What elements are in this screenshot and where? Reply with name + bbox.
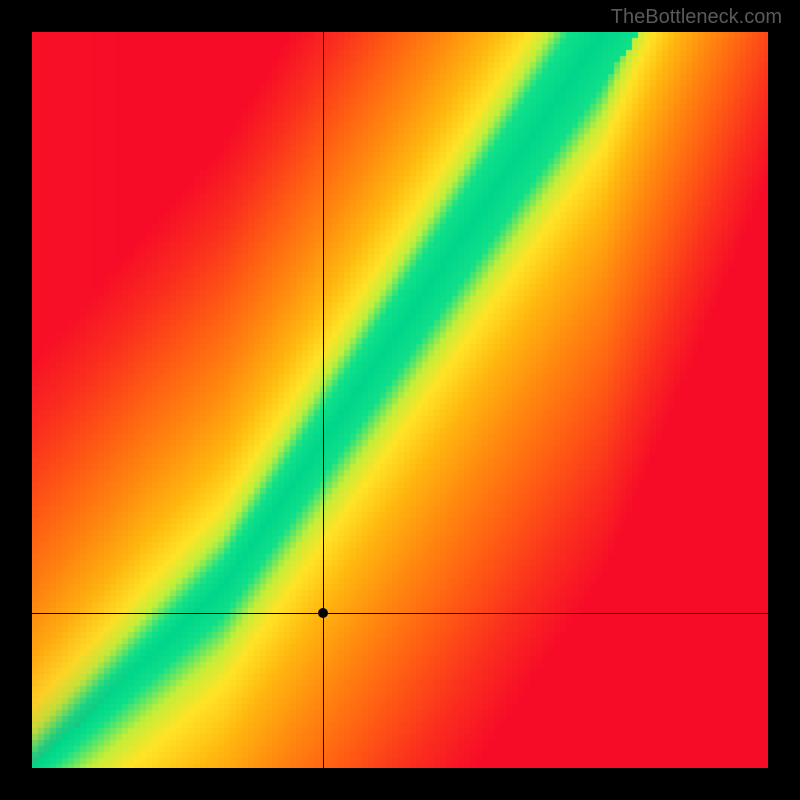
crosshair-marker [318,608,328,618]
watermark-text: TheBottleneck.com [611,6,782,29]
crosshair-horizontal [32,613,768,614]
heatmap-canvas [32,32,768,768]
plot-area [32,32,768,768]
crosshair-vertical [323,32,324,768]
